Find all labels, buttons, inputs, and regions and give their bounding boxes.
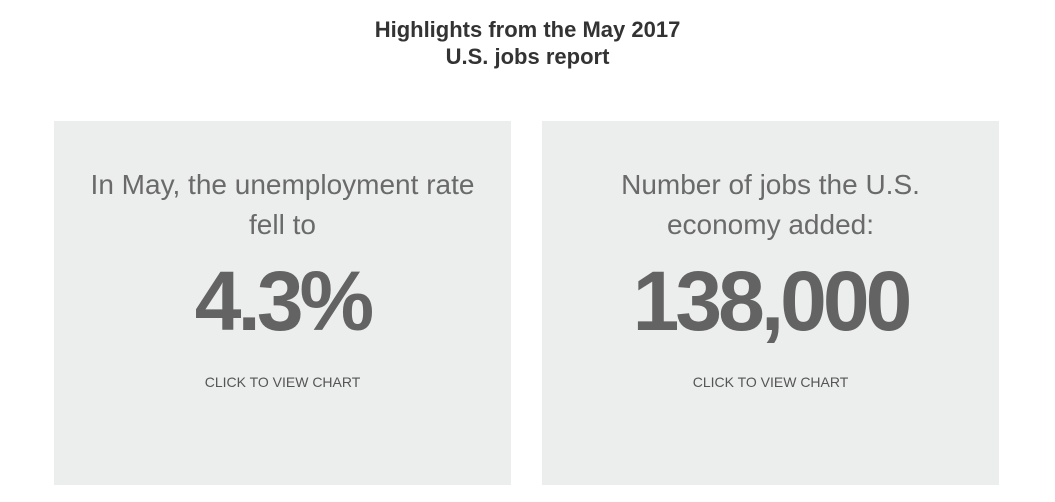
- stat-card[interactable]: Number of jobs the U.S. economy added: 1…: [542, 121, 999, 485]
- card-description: Number of jobs the U.S. economy added:: [621, 169, 920, 240]
- title: Highlights from the May 2017 U.S. jobs r…: [0, 16, 1055, 70]
- card-description: In May, the unemployment rate fell to: [90, 169, 475, 240]
- view-chart-link[interactable]: CLICK TO VIEW CHART: [692, 374, 849, 390]
- card-value: 138,000: [632, 254, 913, 348]
- card-value: 4.3%: [194, 254, 374, 348]
- view-chart-link[interactable]: CLICK TO VIEW CHART: [204, 374, 361, 390]
- title-line: U.S. jobs report: [445, 44, 610, 69]
- stat-card[interactable]: In May, the unemployment rate fell to 4.…: [54, 121, 511, 485]
- title-line: Highlights from the May 2017: [374, 17, 681, 42]
